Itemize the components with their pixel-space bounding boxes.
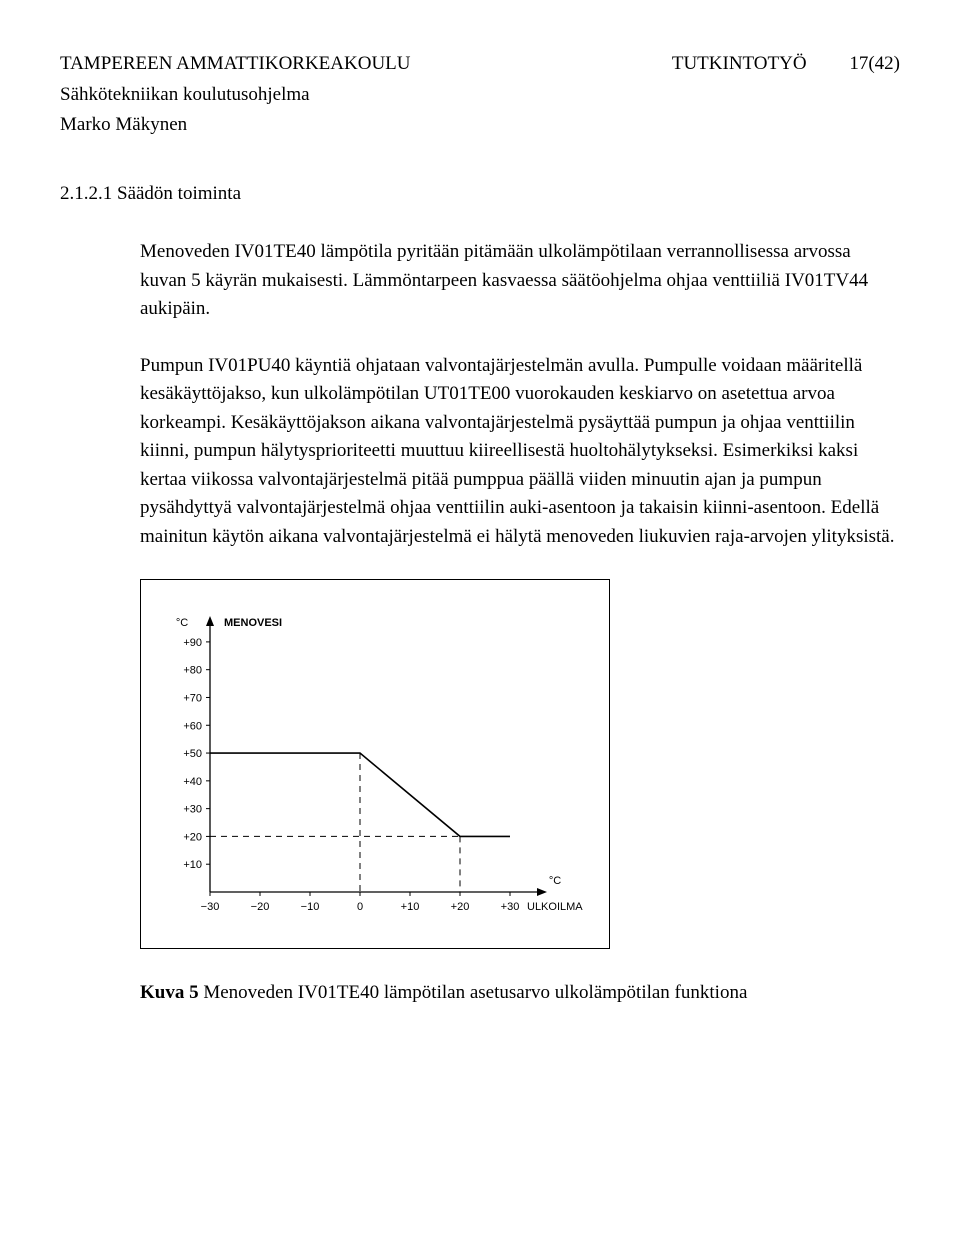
figure-caption-text: Menoveden IV01TE40 lämpötilan asetusarvo…: [199, 982, 748, 1003]
svg-text:+50: +50: [183, 748, 202, 760]
svg-text:−30: −30: [201, 901, 220, 913]
svg-text:+20: +20: [183, 831, 202, 843]
svg-text:+80: +80: [183, 665, 202, 677]
svg-text:MENOVESI: MENOVESI: [224, 617, 282, 629]
svg-text:°C: °C: [176, 617, 188, 629]
svg-text:+60: +60: [183, 720, 202, 732]
svg-text:ULKOILMA: ULKOILMA: [527, 901, 583, 913]
header-program: Sähkötekniikan koulutusohjelma: [60, 81, 310, 110]
figure-caption: Kuva 5 Menoveden IV01TE40 lämpötilan ase…: [140, 979, 900, 1008]
svg-text:+30: +30: [501, 901, 520, 913]
svg-text:+10: +10: [401, 901, 420, 913]
svg-text:+30: +30: [183, 804, 202, 816]
section-number: 2.1.2.1: [60, 183, 112, 204]
chart-setpoint-curve: +90 +80 +70 +60 +50 +40 +30 +20 +10 °C MENOVESI −30…: [140, 579, 610, 949]
svg-text:+20: +20: [451, 901, 470, 913]
paragraph-1: Menoveden IV01TE40 lämpötila pyritään pi…: [140, 238, 900, 324]
header-page: 17(42): [849, 53, 900, 74]
svg-text:+70: +70: [183, 692, 202, 704]
header-institution: TAMPEREEN AMMATTIKORKEAKOULU: [60, 50, 411, 79]
svg-text:0: 0: [357, 901, 363, 913]
section-title: Säädön toiminta: [117, 183, 241, 204]
svg-text:°C: °C: [549, 875, 561, 887]
paragraph-2: Pumpun IV01PU40 käyntiä ohjataan valvont…: [140, 352, 900, 552]
figure-caption-label: Kuva 5: [140, 982, 199, 1003]
header-doctype: TUTKINTOTYÖ: [672, 53, 807, 74]
svg-text:+90: +90: [183, 637, 202, 649]
svg-text:−10: −10: [301, 901, 320, 913]
svg-text:−20: −20: [251, 901, 270, 913]
header-author: Marko Mäkynen: [60, 111, 187, 140]
chart-svg: +90 +80 +70 +60 +50 +40 +30 +20 +10 °C MENOVESI −30…: [155, 598, 595, 934]
svg-text:+10: +10: [183, 859, 202, 871]
svg-text:+40: +40: [183, 776, 202, 788]
